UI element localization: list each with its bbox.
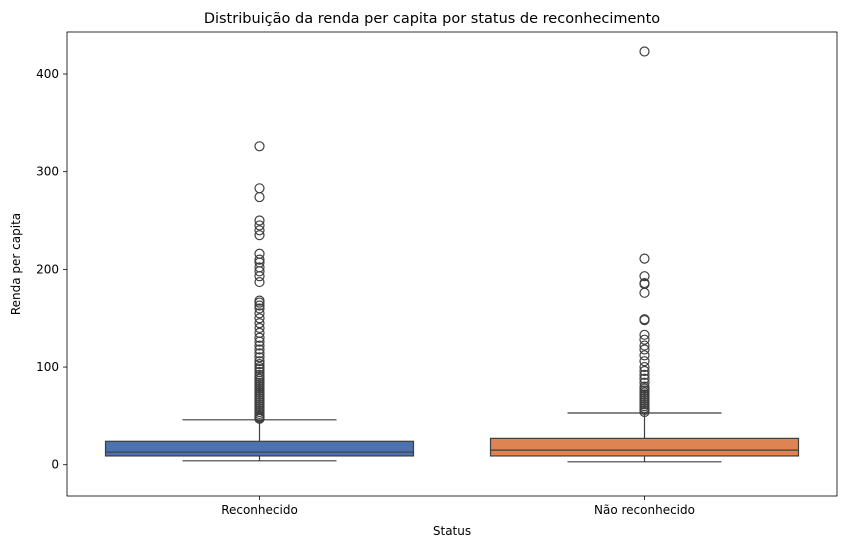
y-tick-label: 300 [36, 165, 59, 179]
outlier-point [639, 314, 650, 325]
outlier-point [254, 225, 265, 236]
y-tick-label: 400 [36, 67, 59, 81]
outlier-point [254, 359, 265, 370]
y-tick-label: 200 [36, 262, 59, 276]
outlier-point [639, 350, 650, 361]
outlier-point [254, 254, 265, 265]
outlier-point [254, 276, 265, 288]
outlier-point [639, 271, 650, 282]
x-tick-label: Reconhecido [221, 503, 298, 517]
y-tick-label: 100 [36, 360, 59, 374]
chart-title: Distribuição da renda per capita por sta… [204, 11, 660, 27]
outlier-point [639, 334, 650, 345]
y-tick-label: 0 [51, 458, 59, 472]
outlier-point [254, 220, 265, 231]
outlier-point [639, 46, 650, 57]
outlier-point [254, 352, 265, 363]
outlier-point [639, 329, 650, 340]
outlier-point [254, 348, 265, 359]
outlier-point [254, 356, 265, 367]
outlier-point [254, 262, 265, 273]
outlier-point [254, 295, 265, 306]
outlier-point [254, 308, 265, 319]
outlier-point [639, 369, 650, 380]
outlier-point [254, 366, 265, 378]
box-1 [489, 437, 800, 457]
outlier-point [254, 327, 265, 338]
outlier-point [639, 356, 650, 367]
box-0 [104, 440, 415, 457]
x-axis-title: Status [433, 524, 471, 538]
outlier-point [254, 300, 265, 311]
outlier-point [639, 277, 650, 289]
outlier-point [254, 340, 265, 351]
x-tick-label: Não reconhecido [594, 503, 695, 517]
outlier-point [639, 381, 650, 392]
outlier-point [639, 373, 650, 384]
outlier-point [254, 322, 265, 334]
outlier-point [639, 340, 650, 351]
outlier-point [254, 183, 265, 194]
outlier-point [639, 253, 650, 264]
plot-area [104, 46, 800, 463]
outlier-point [639, 287, 650, 298]
outlier-point [254, 344, 265, 355]
outlier-point [254, 248, 265, 259]
outlier-point [254, 369, 265, 380]
outlier-point [254, 332, 265, 343]
outlier-point [639, 365, 650, 377]
outlier-point [254, 303, 265, 314]
outlier-point [254, 191, 265, 203]
outlier-point [254, 361, 265, 373]
outlier-point [254, 215, 265, 226]
outlier-point [639, 377, 650, 388]
outlier-point [639, 361, 650, 373]
outlier-point [254, 313, 265, 324]
plot-frame [66, 31, 838, 497]
y-axis-title: Renda per capita [9, 213, 23, 315]
outlier-point [254, 230, 265, 241]
outlier-point [639, 344, 650, 355]
outlier-point [254, 141, 265, 152]
outlier-point [254, 317, 265, 329]
